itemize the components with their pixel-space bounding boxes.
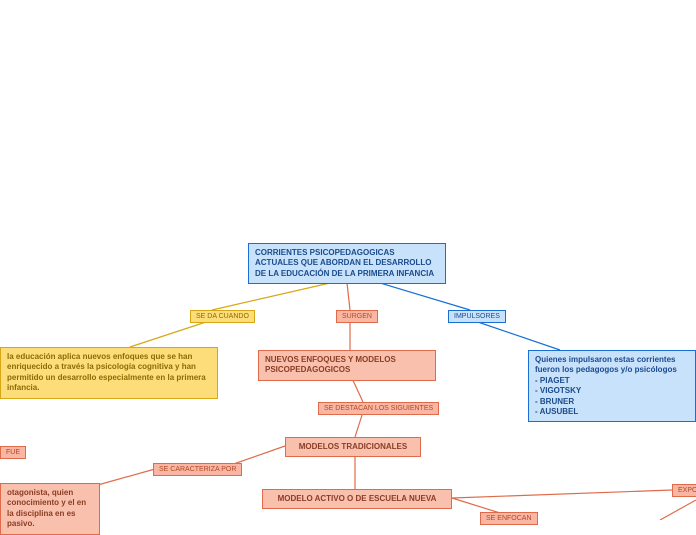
node-tradicionales[interactable]: MODELOS TRADICIONALES <box>285 437 421 457</box>
label-se-enfocan: SE ENFOCAN <box>480 512 538 525</box>
label-se-destacan: SE DESTACAN LOS SIGUIENTES <box>318 402 439 415</box>
node-enfoques[interactable]: NUEVOS ENFOQUES Y MODELOS PSICOPEDAGOGIC… <box>258 350 436 381</box>
label-fue: FUE <box>0 446 26 459</box>
node-root[interactable]: CORRIENTES PSICOPEDAGOGICAS ACTUALES QUE… <box>248 243 446 284</box>
node-left-yellow[interactable]: la educación aplica nuevos enfoques que … <box>0 347 218 399</box>
label-surgen: SURGEN <box>336 310 378 323</box>
node-right-blue[interactable]: Quienes impulsaron estas corrientes fuer… <box>528 350 696 422</box>
label-impulsores: IMPULSORES <box>448 310 506 323</box>
label-caracteriza: SE CARACTERIZA POR <box>153 463 242 476</box>
label-se-da-cuando: SE DA CUANDO <box>190 310 255 323</box>
node-modelo-activo[interactable]: MODELO ACTIVO O DE ESCUELA NUEVA <box>262 489 452 509</box>
node-left-fragment[interactable]: otagonista, quien conocimiento y el en l… <box>0 483 100 535</box>
label-expon: EXPON <box>672 484 696 497</box>
